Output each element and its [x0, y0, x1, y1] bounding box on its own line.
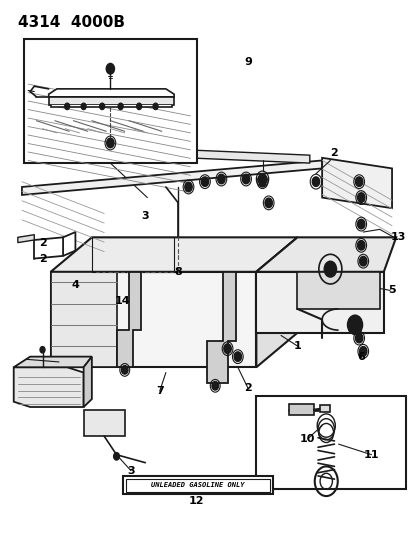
- Circle shape: [234, 352, 241, 361]
- Polygon shape: [22, 160, 321, 195]
- Polygon shape: [14, 367, 83, 407]
- Text: 1: 1: [293, 341, 301, 351]
- Circle shape: [311, 177, 319, 187]
- Polygon shape: [256, 237, 395, 272]
- Polygon shape: [14, 357, 92, 367]
- Polygon shape: [116, 272, 141, 367]
- Circle shape: [323, 261, 336, 277]
- Text: 10: 10: [299, 434, 315, 444]
- Circle shape: [40, 346, 45, 353]
- Polygon shape: [51, 272, 256, 367]
- Circle shape: [81, 103, 86, 110]
- Circle shape: [258, 177, 266, 187]
- Text: 4: 4: [71, 280, 79, 290]
- Polygon shape: [186, 150, 309, 163]
- Circle shape: [184, 182, 192, 192]
- Polygon shape: [289, 405, 313, 415]
- Bar: [126, 479, 269, 492]
- Bar: [122, 476, 272, 495]
- Text: 3: 3: [141, 211, 149, 221]
- Polygon shape: [83, 410, 124, 436]
- Polygon shape: [63, 232, 75, 256]
- Text: UNLEADED GASOLINE ONLY: UNLEADED GASOLINE ONLY: [151, 482, 244, 488]
- Bar: [256, 397, 406, 489]
- Circle shape: [118, 103, 123, 110]
- Circle shape: [347, 316, 361, 334]
- Text: 2: 2: [38, 238, 46, 248]
- Text: 2: 2: [244, 383, 252, 393]
- Text: 2: 2: [38, 254, 46, 263]
- Polygon shape: [51, 237, 297, 272]
- Text: 6: 6: [356, 352, 364, 361]
- Text: 11: 11: [363, 450, 378, 460]
- Polygon shape: [256, 272, 383, 333]
- Circle shape: [64, 103, 69, 110]
- Polygon shape: [206, 272, 235, 383]
- Polygon shape: [18, 235, 34, 243]
- Polygon shape: [256, 237, 297, 367]
- Text: 12: 12: [188, 496, 204, 506]
- Circle shape: [114, 453, 119, 460]
- Circle shape: [357, 219, 364, 229]
- Polygon shape: [297, 272, 379, 309]
- Text: 7: 7: [155, 386, 163, 396]
- Circle shape: [217, 174, 225, 184]
- Circle shape: [223, 344, 231, 353]
- Circle shape: [350, 319, 358, 330]
- Text: 5: 5: [387, 285, 395, 295]
- Circle shape: [121, 366, 128, 374]
- Polygon shape: [51, 272, 116, 367]
- Text: 13: 13: [389, 232, 405, 243]
- Text: 2: 2: [330, 148, 337, 158]
- Circle shape: [355, 177, 362, 187]
- Circle shape: [264, 198, 272, 208]
- Circle shape: [258, 174, 266, 184]
- Circle shape: [357, 193, 364, 203]
- Circle shape: [136, 103, 141, 110]
- Bar: [24, 38, 196, 163]
- Text: 9: 9: [244, 58, 252, 67]
- Text: 14: 14: [115, 296, 130, 306]
- Circle shape: [107, 138, 114, 148]
- Circle shape: [201, 177, 208, 187]
- Circle shape: [106, 63, 114, 74]
- Text: 3: 3: [127, 466, 134, 475]
- Polygon shape: [83, 357, 92, 407]
- Circle shape: [153, 103, 158, 110]
- Circle shape: [357, 240, 364, 250]
- Circle shape: [359, 256, 366, 266]
- Polygon shape: [51, 105, 172, 108]
- Circle shape: [359, 346, 366, 356]
- Circle shape: [355, 333, 362, 343]
- Circle shape: [242, 174, 249, 184]
- Polygon shape: [49, 89, 174, 97]
- Polygon shape: [321, 158, 391, 208]
- Polygon shape: [319, 406, 330, 413]
- Circle shape: [211, 382, 218, 390]
- Text: 4314  4000B: 4314 4000B: [18, 14, 125, 30]
- Polygon shape: [49, 97, 174, 105]
- Text: 8: 8: [174, 267, 182, 277]
- Circle shape: [100, 103, 104, 110]
